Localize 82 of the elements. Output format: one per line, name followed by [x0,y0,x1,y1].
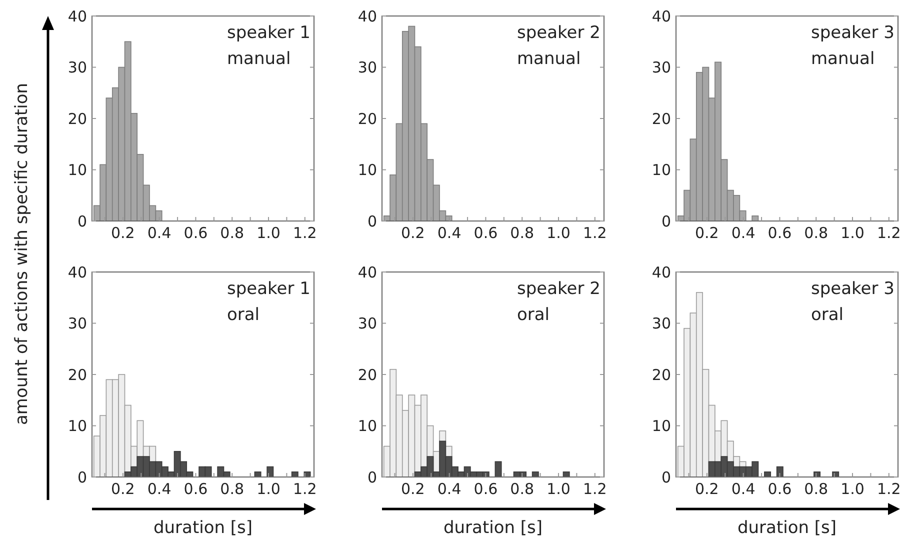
y-tick-label: 0 [367,212,377,230]
x-axis-title: duration [s] [153,518,253,538]
x-tick-label: 0.2 [401,224,425,242]
x-axis-title: duration [s] [443,518,543,538]
y-tick-label: 40 [652,7,671,26]
x-tick-label: 0.2 [401,480,425,498]
x-tick-label: 1.2 [292,224,317,242]
annotation: speaker 3 [811,279,894,299]
y-tick-label: 0 [77,468,87,486]
y-tick-label: 40 [358,7,377,26]
x-tick-label: 1.2 [292,480,317,498]
x-tick-label: 0.8 [220,224,244,242]
x-tick-label: 1.0 [840,224,864,242]
x-tick-label: 0.2 [111,480,135,498]
annotation: oral [517,305,550,325]
y-tick-label: 30 [68,58,87,76]
y-tick-label: 10 [652,161,671,179]
x-tick-label: 0.6 [768,480,792,498]
annotation: speaker 1 [227,279,310,299]
y-tick-label: 30 [652,314,671,332]
x-tick-label: 0.8 [510,224,534,242]
y-tick-label: 40 [652,263,671,282]
x-tick-label: 0.6 [474,480,498,498]
y-tick-label: 30 [68,314,87,332]
annotation: oral [811,305,844,325]
y-tick-label: 0 [661,212,671,230]
x-tick-label: 0.8 [510,480,534,498]
annotation: speaker 2 [517,279,600,299]
x-tick-label: 0.4 [147,480,172,498]
annotation: speaker 2 [517,23,600,43]
y-tick-label: 30 [358,58,377,76]
y-tick-label: 10 [358,161,377,179]
x-tick-label: 0.6 [768,224,792,242]
x-tick-label: 1.2 [582,224,607,242]
y-tick-label: 20 [68,110,87,128]
x-tick-label: 1.0 [546,480,570,498]
x-tick-label: 0.2 [695,480,719,498]
x-tick-label: 0.4 [147,224,172,242]
y-tick-label: 20 [652,366,671,384]
annotation: manual [811,49,875,69]
x-tick-label: 1.0 [256,480,280,498]
y-tick-label: 10 [358,417,377,435]
annotation: oral [227,305,260,325]
y-tick-label: 20 [652,110,671,128]
x-tick-label: 1.2 [876,480,901,498]
y-tick-label: 20 [358,366,377,384]
annotation: speaker 3 [811,23,894,43]
y-tick-label: 40 [358,263,377,282]
annotation: manual [227,49,291,69]
x-tick-label: 1.2 [582,480,607,498]
x-tick-label: 1.0 [546,224,570,242]
y-tick-label: 10 [68,161,87,179]
x-tick-label: 0.4 [437,224,462,242]
x-tick-label: 0.2 [111,224,135,242]
y-tick-label: 0 [661,468,671,486]
annotation: speaker 1 [227,23,310,43]
x-tick-label: 0.2 [695,224,719,242]
x-tick-label: 0.6 [184,480,208,498]
y-tick-label: 30 [652,58,671,76]
y-tick-label: 40 [68,7,87,26]
x-tick-label: 1.0 [840,480,864,498]
x-tick-label: 0.6 [474,224,498,242]
x-tick-label: 0.8 [220,480,244,498]
y-tick-label: 20 [68,366,87,384]
x-tick-label: 1.2 [876,224,901,242]
y-tick-label: 0 [77,212,87,230]
x-axis-title: duration [s] [737,518,837,538]
y-tick-label: 0 [367,468,377,486]
y-tick-label: 40 [68,263,87,282]
y-tick-label: 20 [358,110,377,128]
y-tick-label: 10 [652,417,671,435]
x-tick-label: 0.8 [804,224,828,242]
y-axis-title: amount of actions with specific duration [12,82,32,426]
y-tick-label: 30 [358,314,377,332]
x-tick-label: 0.4 [731,224,756,242]
x-tick-label: 0.6 [184,224,208,242]
x-tick-label: 0.4 [437,480,462,498]
x-tick-label: 1.0 [256,224,280,242]
x-tick-label: 0.4 [731,480,756,498]
x-tick-label: 0.8 [804,480,828,498]
y-tick-label: 10 [68,417,87,435]
annotation: manual [517,49,581,69]
